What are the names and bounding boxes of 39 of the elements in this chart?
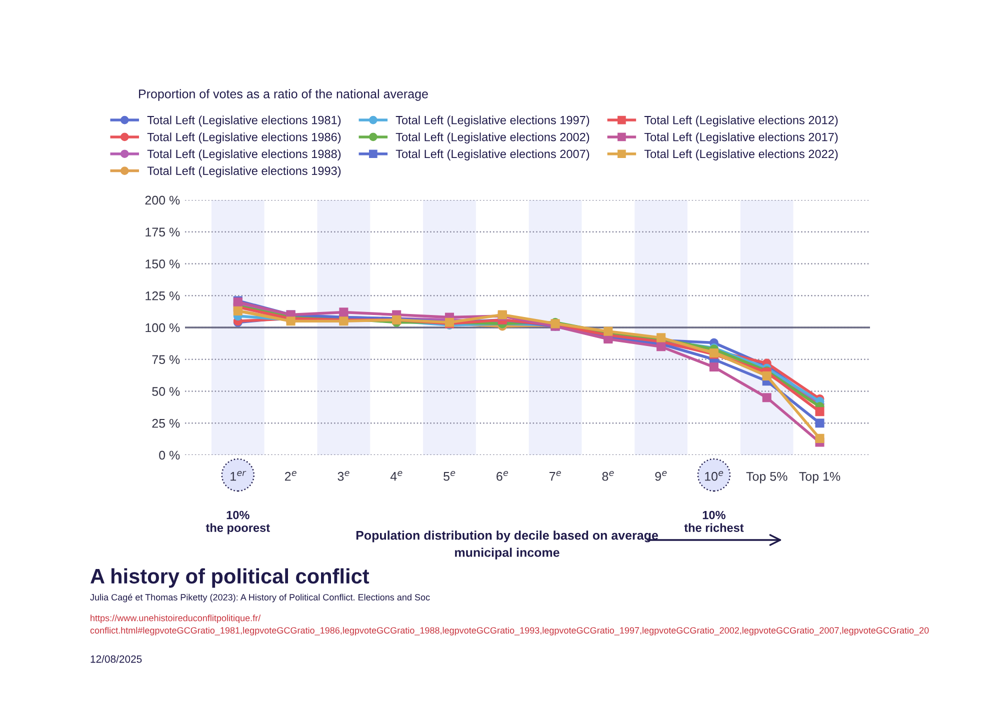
y-tick-label: 0 %: [159, 450, 180, 460]
x-tick-label: 7$^{e}$: [549, 470, 561, 481]
y-tick-label: 125 %: [146, 291, 180, 300]
legend-label: Total Left (Legislative elections 2007): [396, 149, 590, 160]
y-tick-label: 75 %: [152, 355, 180, 364]
legend-label: Total Left (Legislative elections 1986): [147, 132, 341, 144]
x-tick-label: 9$^{e}$: [655, 470, 667, 481]
x-tick-label: 1$^{er}$: [230, 470, 246, 481]
x-tick-label: 4$^{e}$: [390, 470, 402, 481]
text: 10% the richest: [684, 510, 744, 532]
y-tick-label: 25 %: [152, 418, 180, 428]
legend-label: Total Left (Legislative elections 1981): [147, 116, 341, 127]
x-axis-title: Population distribution by decile based on average municipal income: [356, 530, 658, 560]
x-tick-label: Top 1%: [799, 472, 840, 484]
text: A history of political conflict: [90, 568, 370, 588]
legend-label: Total Left (Legislative elections 2002): [396, 132, 590, 144]
x-tick-label: 3$^{e}$: [338, 470, 350, 481]
text: 12/08/2025: [90, 655, 142, 663]
x-tick-label: 8$^{e}$: [602, 470, 614, 481]
text: https://www.unehistoireduconflitpolitique.fr/ conflict.html#legpvoteGCGratio_1981,legpvoteGCGratio_1986,legpvoteGCGratio_1988,legpvoteGCGratio_1993,legpvoteGCGratio_1997,legpvoteGCGratio_2002,legpvoteGCGratio_2007,legpvoteGCGratio_20: [90, 614, 929, 636]
x-tick-label: 6$^{e}$: [496, 470, 508, 481]
legend-label: Total Left (Legislative elections 1997): [396, 116, 590, 127]
y-tick-label: 50 %: [152, 387, 180, 396]
y-tick-label: 150 %: [146, 260, 180, 268]
text: Julia Cagé et Thomas Piketty (2023): A History of Political Conflict. Elections and Soc: [90, 594, 430, 602]
legend-label: Total Left (Legislative elections 1993): [147, 166, 341, 178]
legend-label: Total Left (Legislative elections 2022): [644, 149, 838, 160]
y-tick-label: 175 %: [146, 228, 180, 237]
y-tick-label: 200 %: [145, 196, 180, 205]
legend-label: Total Left (Legislative elections 2012): [644, 116, 838, 127]
y-tick-label: 100 %: [146, 323, 180, 332]
text: 10% the poorest: [206, 510, 270, 534]
x-tick-label: 10$^{e}$: [705, 470, 724, 481]
legend-label: Total Left (Legislative elections 1988): [147, 149, 341, 160]
x-tick-label: Top 5%: [746, 472, 788, 484]
x-tick-label: 2$^{e}$: [284, 470, 296, 481]
legend-label: Total Left (Legislative elections 2017): [644, 132, 838, 144]
x-tick-label: 5$^{e}$: [444, 470, 456, 481]
text: Proportion of votes as a ratio of the national average: [139, 89, 428, 101]
